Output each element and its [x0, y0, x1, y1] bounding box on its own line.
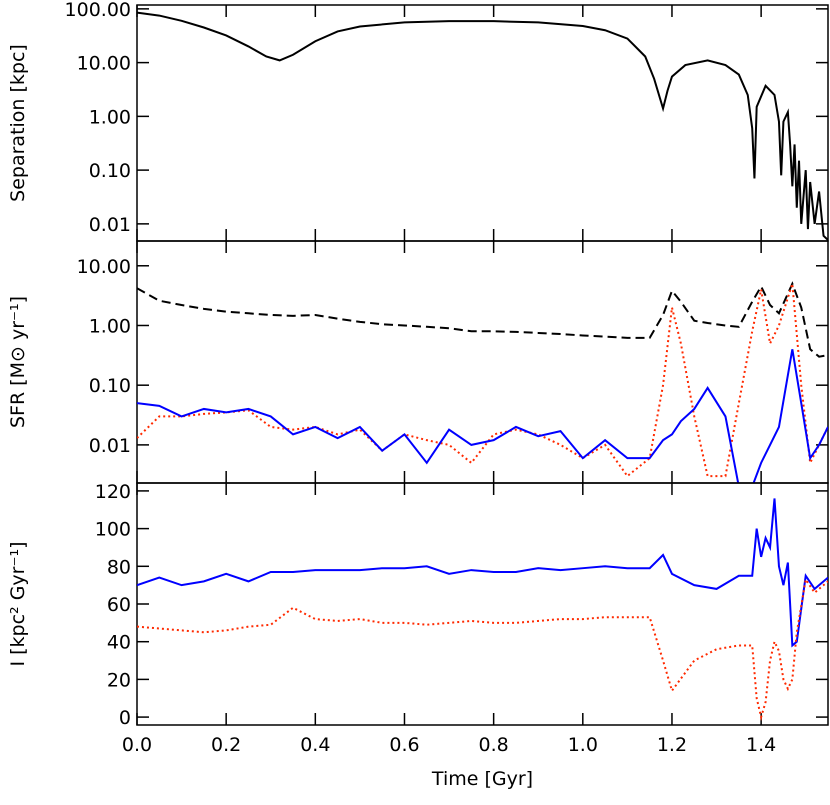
- x-tick-label: 0.4: [300, 734, 330, 756]
- x-tick-label: 1.4: [746, 734, 776, 756]
- plot-frame: [136, 482, 829, 726]
- plot-frame: [136, 4, 829, 242]
- y-tick-label: 0.01: [89, 435, 131, 457]
- x-tick-label: 0.6: [389, 734, 419, 756]
- y-tick-label: 80: [107, 556, 131, 578]
- x-tick-label: 0.0: [122, 734, 152, 756]
- y-tick-label: 0.10: [89, 160, 131, 182]
- y-tick-label: 100: [95, 519, 131, 541]
- y-tick-label: 20: [107, 669, 131, 691]
- y-axis-title: Separation [kpc]: [7, 44, 29, 202]
- x-tick-label: 0.8: [479, 734, 509, 756]
- y-tick-label: 10.00: [77, 256, 131, 278]
- y-tick-label: 1.00: [89, 315, 131, 337]
- y-tick-label: 0.01: [89, 214, 131, 236]
- y-tick-label: 40: [107, 632, 131, 654]
- y-tick-label: 100.00: [65, 0, 131, 21]
- x-tick-label: 1.0: [568, 734, 598, 756]
- data-line: [137, 281, 828, 358]
- y-tick-label: 10.00: [77, 53, 131, 75]
- y-tick-label: 0: [119, 707, 131, 729]
- y-tick-label: 0.10: [89, 375, 131, 397]
- data-line: [137, 283, 828, 478]
- x-axis-title: Time [Gyr]: [431, 768, 533, 790]
- plot-frame: [136, 240, 829, 484]
- data-line: [137, 11, 828, 241]
- y-tick-label: 120: [95, 481, 131, 503]
- data-line: [137, 349, 828, 483]
- y-axis-title: SFR [M⊙ yr⁻¹]: [7, 296, 29, 428]
- y-axis-title: I [kpc² Gyr⁻¹]: [7, 541, 29, 666]
- y-tick-label: 1.00: [89, 106, 131, 128]
- data-line: [137, 498, 828, 648]
- x-tick-label: 0.2: [211, 734, 241, 756]
- data-line: [137, 576, 828, 721]
- y-tick-label: 60: [107, 594, 131, 616]
- x-tick-label: 1.2: [657, 734, 687, 756]
